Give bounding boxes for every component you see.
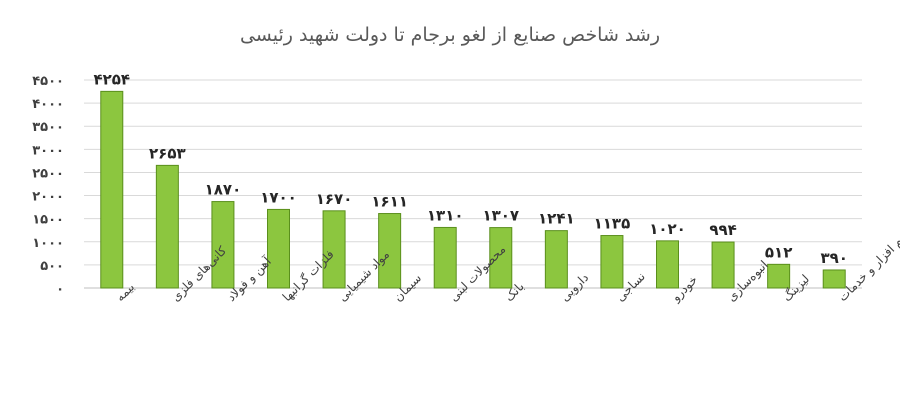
bar: [767, 263, 791, 289]
data-label: ۱۲۴۱: [538, 210, 575, 228]
data-label: ۱۶۱۱: [371, 193, 408, 211]
y-tick-label: ۱۵۰۰: [32, 213, 64, 228]
data-label: ۱۷۰۰: [260, 188, 297, 206]
data-labels: ۴۲۵۴ ۲۶۵۳ ۱۸۷۰ ۱۷۰۰ ۱۶۷۰ ۱۶۱۱ ۱۳۱۰ ۱۳۰۷ ۱۲۴۱ ۱۱۳۵…: [93, 70, 847, 267]
y-tick-label: ۰: [56, 282, 64, 297]
y-tick-label: ۳۰۰۰: [32, 143, 64, 158]
data-label: ۹۹۴: [709, 221, 736, 239]
bar: [822, 269, 846, 289]
y-tick-label: ۲۵۰۰: [32, 166, 64, 181]
y-tick-label: ۴۰۰۰: [32, 97, 64, 112]
bar: [433, 226, 457, 289]
data-label: ۱۳۱۰: [427, 206, 464, 224]
bar: [211, 201, 235, 289]
bar: [656, 240, 679, 289]
bar: [544, 230, 568, 289]
data-label: ۲۶۵۳: [149, 144, 186, 162]
bar: [711, 241, 735, 289]
bar: [600, 235, 624, 289]
y-tick-label: ۱۰۰۰: [32, 236, 64, 251]
bar: [267, 208, 290, 289]
data-label: ۱۰۲۰: [649, 220, 686, 238]
bar: [489, 227, 513, 289]
y-tick-label: ۲۰۰۰: [32, 190, 64, 205]
data-label: ۱۱۳۵: [594, 215, 631, 233]
y-tick-label: ۳۵۰۰: [32, 120, 64, 135]
bar: [100, 90, 124, 289]
gridlines: [84, 79, 862, 289]
bar: [155, 164, 179, 289]
chart-title: رشد شاخص صنایع از لغو برجام تا دولت شهید…: [240, 24, 660, 46]
bars: [100, 90, 846, 289]
bar: [322, 210, 346, 289]
y-tick-label: ۵۰۰: [40, 259, 64, 274]
y-axis-ticks: ۰ ۵۰۰ ۱۰۰۰ ۱۵۰۰ ۲۰۰۰ ۲۵۰۰ ۳۰۰۰ ۳۵۰۰ ۴۰۰۰ ۴۵۰۰: [32, 74, 64, 297]
y-tick-label: ۴۵۰۰: [32, 74, 64, 89]
data-label: ۱۳۰۷: [482, 207, 519, 225]
data-label: ۱۶۷۰: [316, 190, 353, 208]
bar: [378, 213, 402, 289]
data-label: ۱۸۷۰: [205, 181, 242, 199]
data-label: ۵۱۲: [765, 243, 792, 261]
data-label: ۳۹۰: [820, 249, 847, 267]
data-label: ۴۲۵۴: [93, 70, 130, 88]
